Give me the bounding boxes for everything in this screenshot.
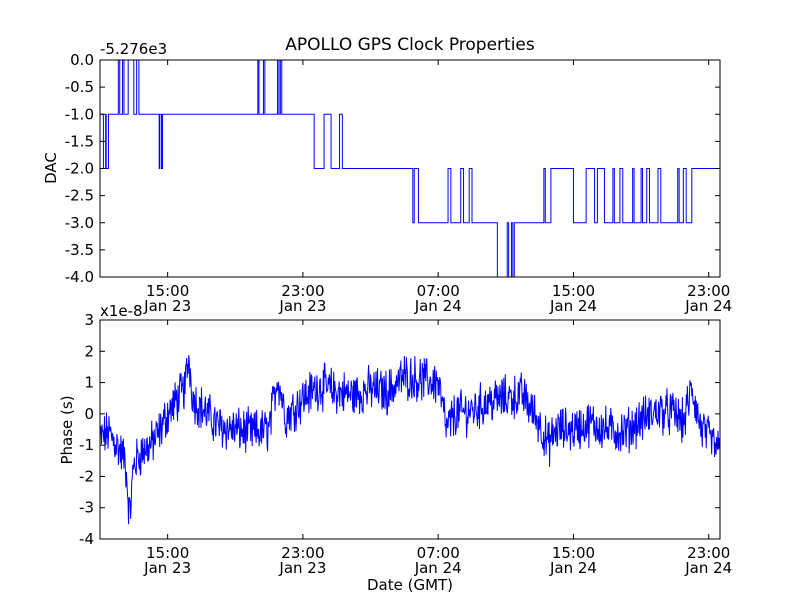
phase-ytick-label: -4 <box>79 530 94 548</box>
x-axis-label: Date (GMT) <box>367 576 453 594</box>
phase-xtick-time: 15:00 <box>146 544 189 562</box>
phase-xtick-time: 23:00 <box>281 544 324 562</box>
dac-xtick-date: Jan 23 <box>143 297 191 315</box>
phase-xtick-time: 23:00 <box>687 544 730 562</box>
dac-ytick-label: -2.5 <box>65 187 94 205</box>
dac-ytick-label: -2.0 <box>65 160 94 178</box>
phase-ytick-label: -2 <box>79 467 94 485</box>
dac-xtick-time: 15:00 <box>552 282 595 300</box>
dac-ytick-label: -3.5 <box>65 241 94 259</box>
dac-axes: 0.0 -0.5 -1.0 -1.5 -2.0 -2.5 -3.0 -3.5 -4.0 15:00… <box>42 40 732 315</box>
phase-ytick-label: 0 <box>84 405 94 423</box>
phase-ytick-label: 3 <box>84 311 94 329</box>
phase-xtick-date: Jan 24 <box>549 559 597 577</box>
dac-y-offset-label: -5.276e3 <box>100 40 167 58</box>
phase-xtick-date: Jan 23 <box>278 559 326 577</box>
phase-series-line <box>99 355 721 525</box>
dac-ytick-label: -3.0 <box>65 214 94 232</box>
dac-xtick-time: 23:00 <box>687 282 730 300</box>
phase-y-offset-label: x1e-8 <box>100 302 143 320</box>
phase-ytick-label: 1 <box>84 374 94 392</box>
dac-xtick-date: Jan 23 <box>278 297 326 315</box>
phase-ytick-label: 2 <box>84 342 94 360</box>
phase-plot-area <box>99 355 721 525</box>
phase-xtick-date: Jan 23 <box>143 559 191 577</box>
figure-title: APOLLO GPS Clock Properties <box>285 35 535 55</box>
dac-xtick-time: 23:00 <box>281 282 324 300</box>
dac-ytick-label: -0.5 <box>65 78 94 96</box>
dac-ytick-label: -1.0 <box>65 105 94 123</box>
phase-y-axis-label: Phase (s) <box>58 395 76 464</box>
dac-ytick-label: 0.0 <box>70 51 94 69</box>
dac-xtick-time: 15:00 <box>146 282 189 300</box>
dac-ticks: 0.0 -0.5 -1.0 -1.5 -2.0 -2.5 -3.0 -3.5 -4.0 15:00… <box>65 51 733 315</box>
dac-ytick-label: -4.0 <box>65 268 94 286</box>
phase-ytick-label: -1 <box>79 436 94 454</box>
phase-xtick-time: 07:00 <box>417 544 460 562</box>
dac-xtick-date: Jan 24 <box>414 297 462 315</box>
dac-xtick-time: 07:00 <box>417 282 460 300</box>
phase-xtick-date: Jan 24 <box>414 559 462 577</box>
dac-ytick-label: -1.5 <box>65 132 94 150</box>
dac-xtick-date: Jan 24 <box>549 297 597 315</box>
phase-xtick-time: 15:00 <box>552 544 595 562</box>
dac-xtick-date: Jan 24 <box>684 297 732 315</box>
phase-xtick-date: Jan 24 <box>684 559 732 577</box>
dac-y-axis-label: DAC <box>42 152 60 184</box>
phase-ytick-label: -3 <box>79 499 94 517</box>
phase-axes-frame <box>99 319 721 540</box>
